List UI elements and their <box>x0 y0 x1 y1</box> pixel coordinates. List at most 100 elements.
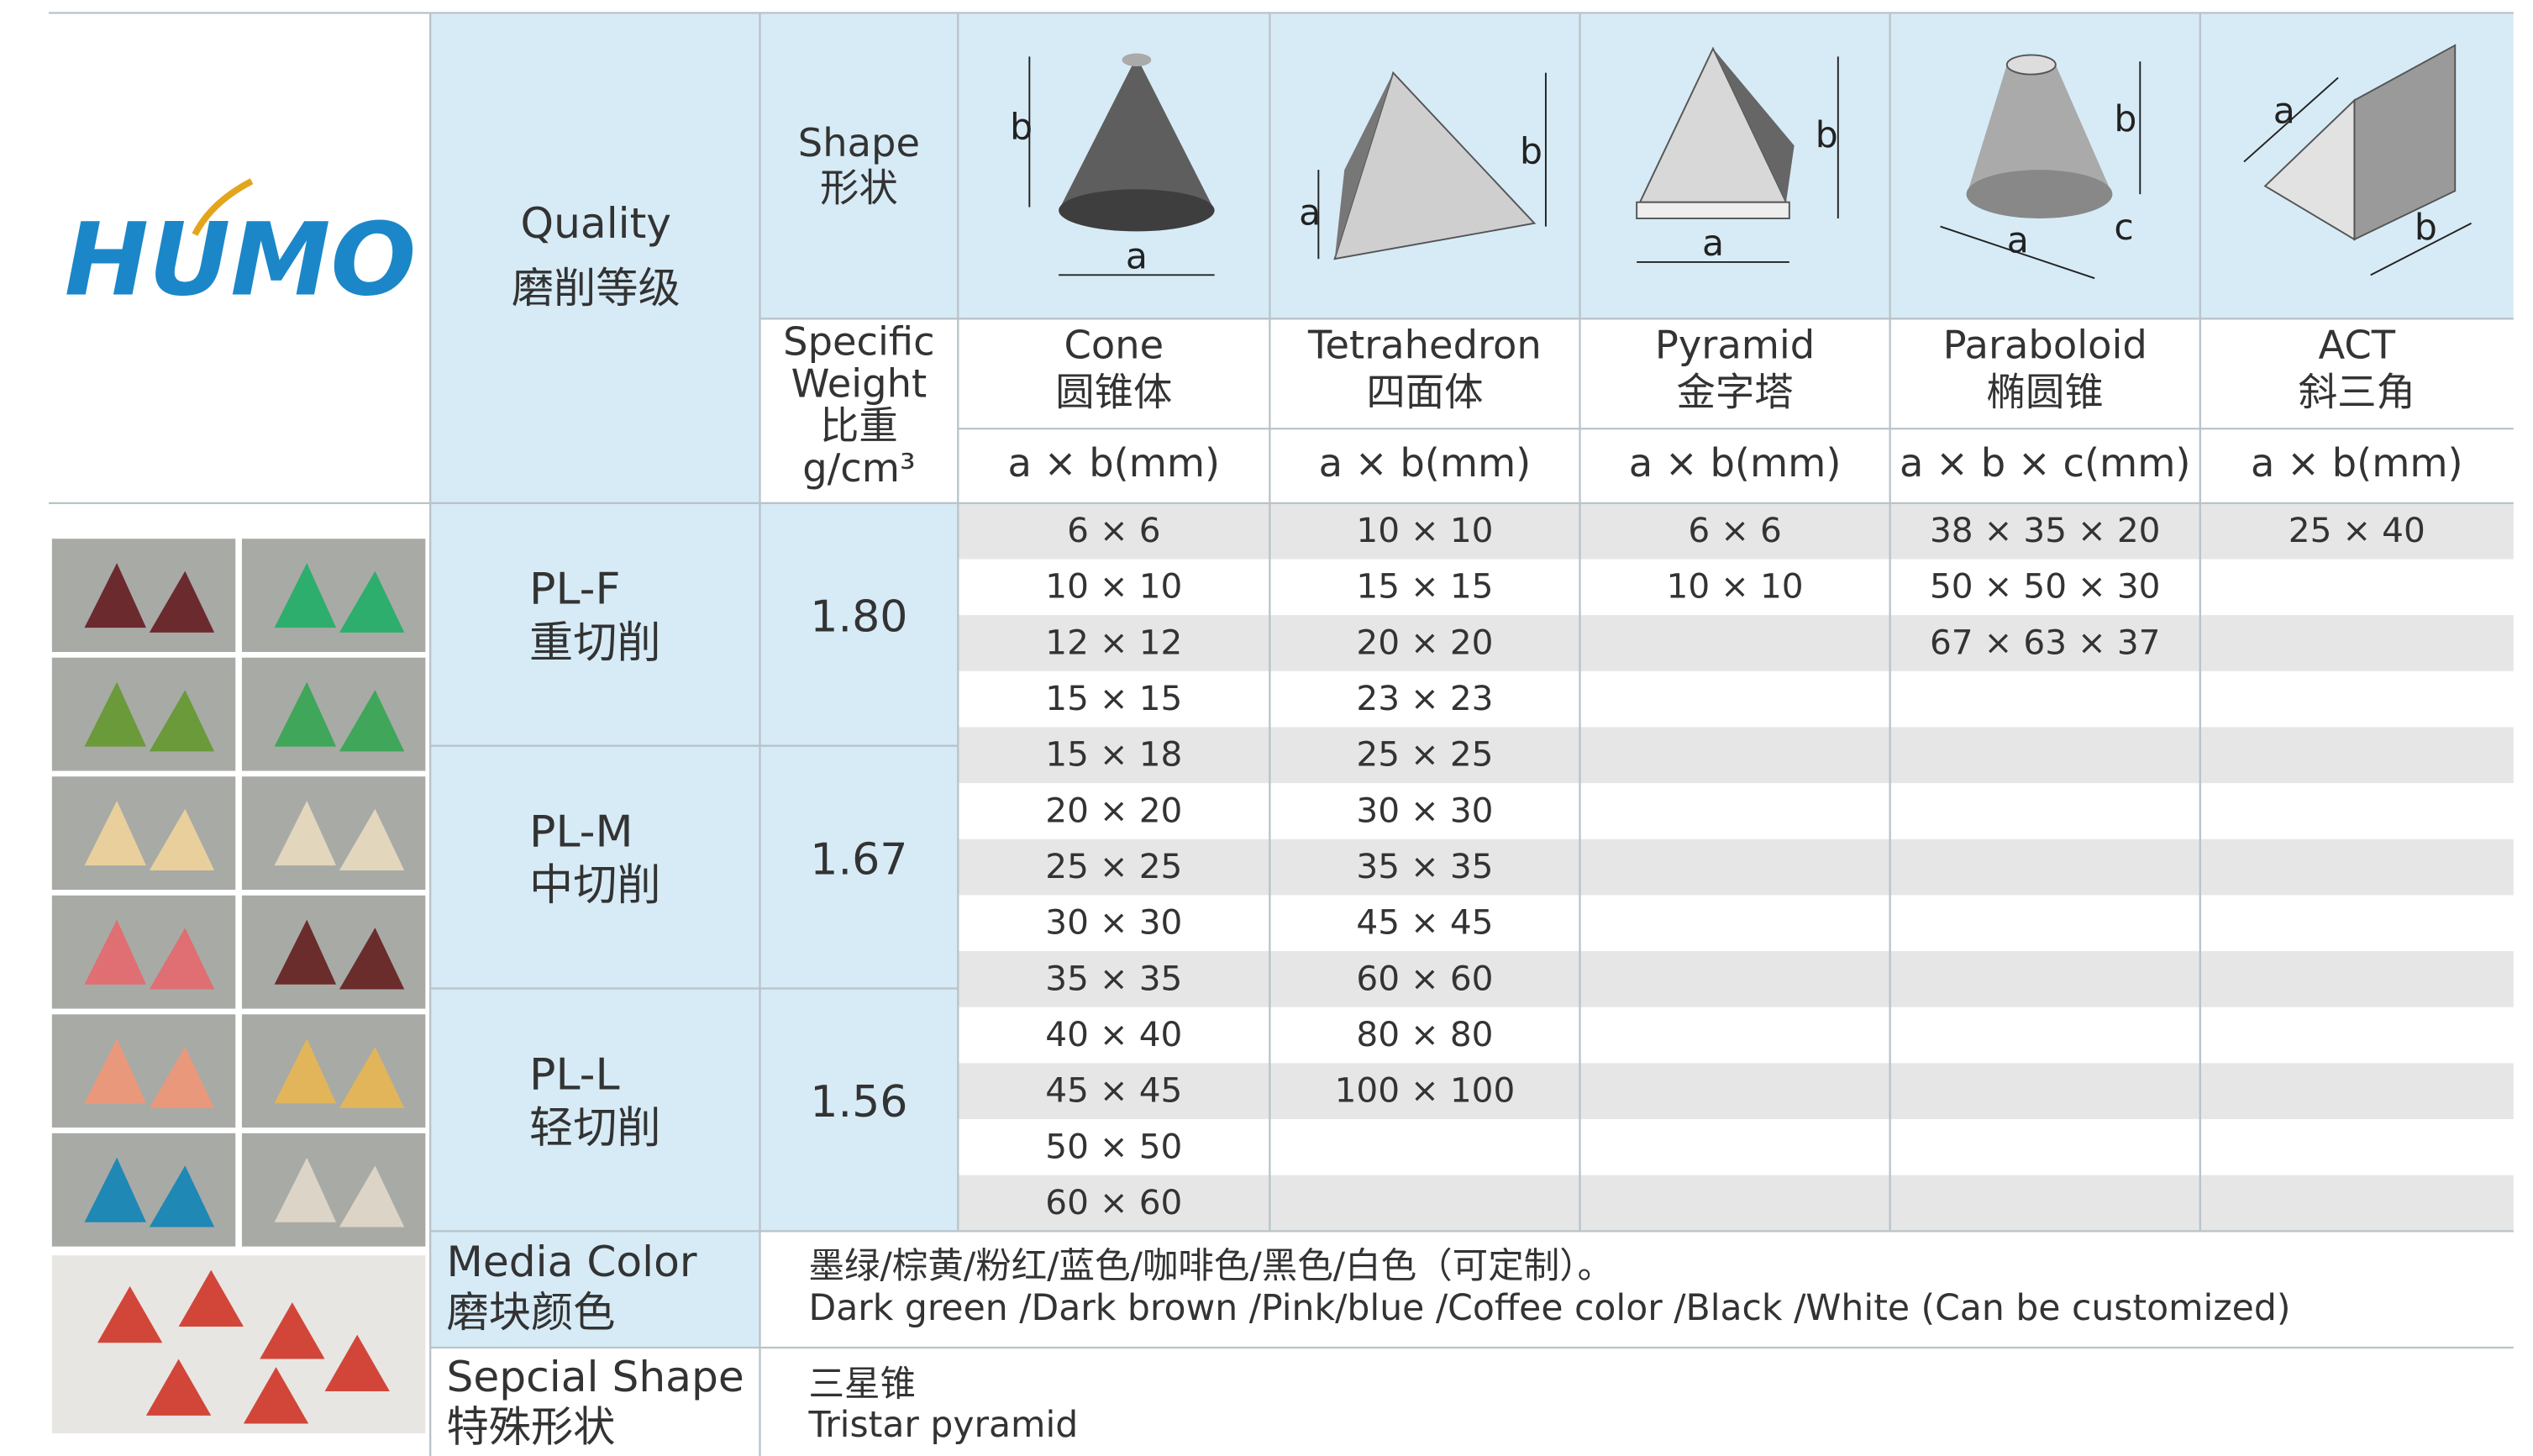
size-cell: 20 × 20 <box>1356 622 1493 662</box>
size-cell: 15 × 18 <box>1045 734 1182 775</box>
shape-name: Paraboloid <box>1943 323 2147 368</box>
dim-label: b <box>1816 115 1838 156</box>
size-cell: 45 × 45 <box>1045 1070 1182 1111</box>
size-cell: 60 × 60 <box>1356 958 1493 998</box>
quality-bg <box>430 13 760 1232</box>
photo-media <box>339 928 405 990</box>
shape-unit: a × b(mm) <box>2251 440 2463 486</box>
grade-name-cn: 轻切削 <box>529 1103 661 1154</box>
size-cell: 25 × 40 <box>2289 510 2425 550</box>
size-cell: 15 × 15 <box>1356 566 1493 607</box>
grade-name: PL-F <box>529 565 620 615</box>
shape-name-cn: 圆锥体 <box>1055 369 1172 414</box>
photo-media <box>260 1302 325 1359</box>
size-cell: 30 × 30 <box>1356 790 1493 830</box>
quality-label-cn: 磨削等级 <box>512 263 681 313</box>
media-bg <box>430 1231 760 1348</box>
shape-name: Pyramid <box>1655 323 1815 368</box>
media-label: Media Color <box>446 1237 696 1286</box>
shape-name-cn: 金字塔 <box>1677 369 1794 414</box>
row-band <box>958 502 2514 560</box>
photo-tile <box>241 1133 426 1247</box>
photo-media <box>149 1046 215 1109</box>
photo-media <box>339 1046 405 1109</box>
shape-name: Tetrahedron <box>1307 323 1542 368</box>
size-cell: 50 × 50 <box>1045 1126 1182 1166</box>
shape-label-cn: 形状 <box>820 166 898 211</box>
photo-media <box>274 681 337 747</box>
size-cell: 67 × 63 × 37 <box>1930 622 2160 662</box>
size-cell: 15 × 15 <box>1045 678 1182 718</box>
shape-label: Shape <box>798 120 920 166</box>
grade-name-cn: 重切削 <box>529 618 661 668</box>
size-cell: 30 × 30 <box>1045 902 1182 943</box>
logo: HUMO <box>65 202 417 319</box>
grade-weight: 1.80 <box>810 592 907 643</box>
media-label-cn: 磨块颜色 <box>446 1287 615 1337</box>
size-cell: 6 × 6 <box>1688 510 1781 550</box>
row-band <box>958 951 2514 1007</box>
row-band <box>958 1063 2514 1120</box>
size-cell: 100 × 100 <box>1335 1070 1516 1111</box>
photo-tile <box>51 539 236 652</box>
media-text-en: Dark green /Dark brown /Pink/blue /Coffe… <box>808 1288 2290 1329</box>
shape-name-cn: 四面体 <box>1366 369 1483 414</box>
photo-media <box>274 1038 337 1104</box>
weight-header: Weight <box>791 361 928 407</box>
photo-media <box>274 1157 337 1222</box>
photo-media <box>149 690 215 752</box>
photo-media <box>149 570 215 633</box>
photo-tile <box>51 1014 236 1128</box>
size-cell: 20 × 20 <box>1045 790 1182 830</box>
photo-media <box>339 570 405 633</box>
photo-media <box>243 1367 309 1424</box>
photo-media <box>84 1038 146 1104</box>
size-cell: 35 × 35 <box>1045 958 1182 998</box>
dim-label: a <box>1126 237 1148 278</box>
logo-swoosh <box>192 178 254 236</box>
row-band <box>958 1175 2514 1232</box>
photo-tile <box>241 657 426 771</box>
size-cell: 45 × 45 <box>1356 902 1493 943</box>
photo-media <box>178 1269 244 1327</box>
photo-tile <box>241 539 426 652</box>
size-cell: 10 × 10 <box>1356 510 1493 550</box>
photo-media <box>149 928 215 990</box>
photo-tile <box>51 895 236 1009</box>
grade-name: PL-M <box>529 807 633 858</box>
paraboloid-drawing: b a c <box>1940 54 2141 280</box>
table-lines <box>48 12 2514 1456</box>
cone-drawing: b a <box>1010 53 1215 278</box>
size-cell: 60 × 60 <box>1045 1182 1182 1222</box>
media-text-cn: 墨绿/棕黄/粉红/蓝色/咖啡色/黑色/白色（可定制）。 <box>808 1246 1613 1287</box>
dim-label: b <box>2114 99 2136 140</box>
photo-media <box>339 690 405 752</box>
photo-tile <box>51 1255 426 1434</box>
dim-label: b <box>2415 208 2437 249</box>
weight-header: 比重 <box>820 403 898 449</box>
special-text-en: Tristar pyramid <box>807 1405 1078 1446</box>
tetrahedron-drawing: a b <box>1299 71 1547 260</box>
pyramid-drawing: b a <box>1636 46 1839 265</box>
dim-label: c <box>2114 208 2133 249</box>
size-cell: 35 × 35 <box>1356 846 1493 886</box>
special-label: Sepcial Shape <box>446 1352 744 1401</box>
size-cell: 6 × 6 <box>1067 510 1160 550</box>
size-cell: 80 × 80 <box>1356 1014 1493 1054</box>
photo-media <box>84 1157 146 1222</box>
grade-weight: 1.56 <box>810 1077 907 1127</box>
size-cell: 38 × 35 × 20 <box>1930 510 2160 550</box>
shape-name-cn: 椭圆锥 <box>1987 369 2104 414</box>
photo-media <box>97 1285 163 1343</box>
weight-bg <box>759 502 959 1232</box>
photo-media <box>84 681 146 747</box>
photo-media <box>84 801 146 866</box>
shape-unit: a × b(mm) <box>1007 440 1220 486</box>
photo-tile <box>241 776 426 891</box>
weight-header: Specific <box>783 319 934 365</box>
photo-media <box>274 919 337 985</box>
photo-tile <box>241 1014 426 1128</box>
photo-tile <box>51 657 236 771</box>
